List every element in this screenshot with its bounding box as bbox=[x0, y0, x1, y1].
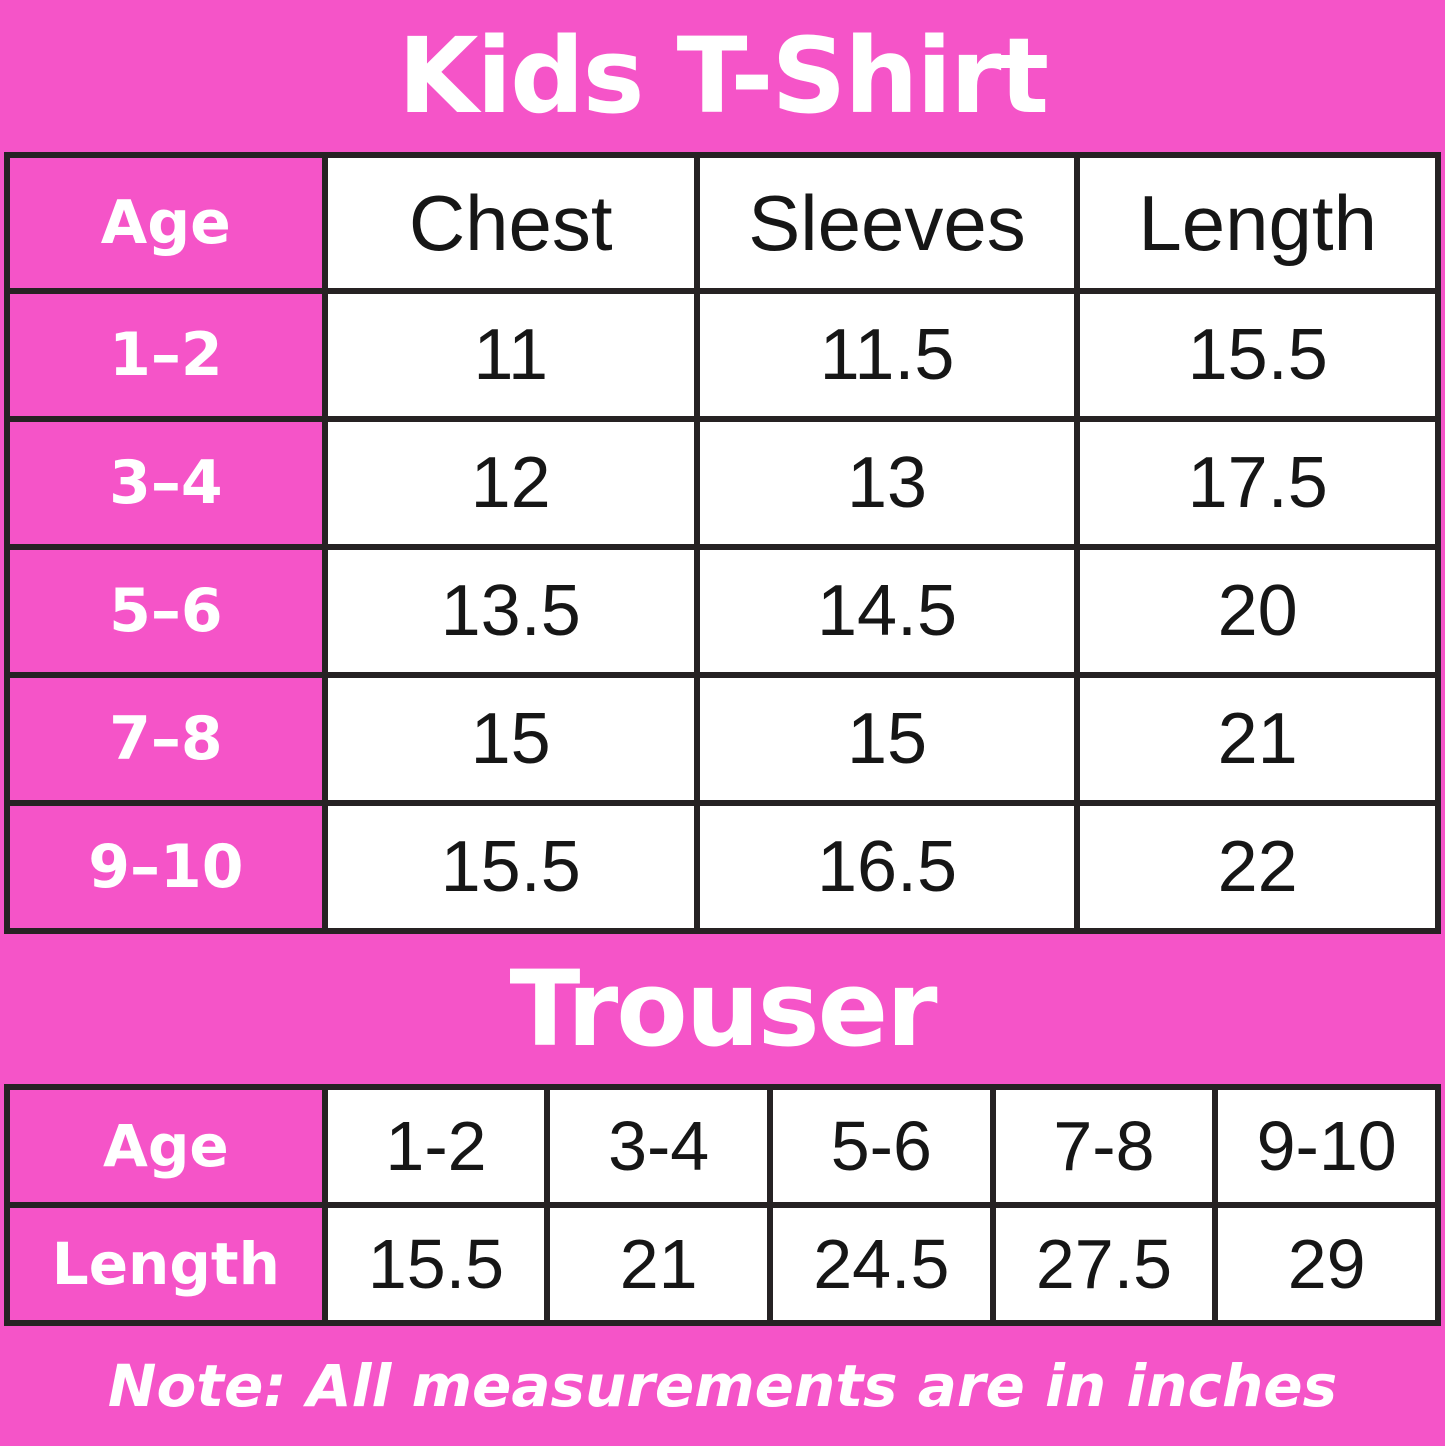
tshirt-header-length: Length bbox=[1074, 152, 1441, 294]
trouser-length-cell: 15.5 bbox=[321, 1202, 551, 1326]
tshirt-row-5-6: 5–6 13.5 14.5 20 bbox=[4, 544, 1441, 678]
sleeves-cell: 16.5 bbox=[693, 800, 1081, 934]
chest-cell: 13.5 bbox=[321, 544, 700, 678]
sleeves-cell: 13 bbox=[693, 416, 1081, 550]
trouser-length-cell: 21 bbox=[544, 1202, 773, 1326]
age-cell: 5–6 bbox=[4, 544, 328, 678]
trouser-age-row: Age 1-2 3-4 5-6 7-8 9-10 bbox=[4, 1084, 1441, 1208]
tshirt-row-9-10: 9–10 15.5 16.5 22 bbox=[4, 800, 1441, 934]
trouser-length-cell: 29 bbox=[1212, 1202, 1441, 1326]
sleeves-cell: 14.5 bbox=[693, 544, 1081, 678]
length-cell: 22 bbox=[1074, 800, 1441, 934]
kids-tshirt-size-table: Age Chest Sleeves Length 1–2 11 11.5 15.… bbox=[4, 152, 1441, 934]
tshirt-title: Kids T-Shirt bbox=[397, 15, 1049, 137]
trouser-age-cell: 3-4 bbox=[544, 1084, 773, 1208]
trouser-size-table: Age 1-2 3-4 5-6 7-8 9-10 Length 15.5 21 … bbox=[4, 1084, 1441, 1326]
tshirt-header-sleeves: Sleeves bbox=[693, 152, 1081, 294]
age-cell: 1–2 bbox=[4, 288, 328, 422]
trouser-age-header: Age bbox=[4, 1084, 328, 1208]
age-cell: 7–8 bbox=[4, 672, 328, 806]
tshirt-row-3-4: 3–4 12 13 17.5 bbox=[4, 416, 1441, 550]
tshirt-row-7-8: 7–8 15 15 21 bbox=[4, 672, 1441, 806]
trouser-length-header: Length bbox=[4, 1202, 328, 1326]
trouser-title: Trouser bbox=[509, 948, 937, 1070]
length-cell: 21 bbox=[1074, 672, 1441, 806]
note-band: Note: All measurements are in inches bbox=[0, 1326, 1445, 1446]
sleeves-cell: 11.5 bbox=[693, 288, 1081, 422]
tshirt-header-age: Age bbox=[4, 152, 328, 294]
trouser-length-row: Length 15.5 21 24.5 27.5 29 bbox=[4, 1202, 1441, 1326]
sleeves-cell: 15 bbox=[693, 672, 1081, 806]
trouser-age-cell: 7-8 bbox=[989, 1084, 1219, 1208]
length-cell: 15.5 bbox=[1074, 288, 1441, 422]
chest-cell: 11 bbox=[321, 288, 700, 422]
trouser-age-cell: 5-6 bbox=[766, 1084, 996, 1208]
chest-cell: 15.5 bbox=[321, 800, 700, 934]
length-cell: 17.5 bbox=[1074, 416, 1441, 550]
trouser-title-band: Trouser bbox=[0, 934, 1445, 1084]
tshirt-header-chest: Chest bbox=[321, 152, 700, 294]
length-cell: 20 bbox=[1074, 544, 1441, 678]
trouser-age-cell: 1-2 bbox=[321, 1084, 551, 1208]
age-cell: 3–4 bbox=[4, 416, 328, 550]
note-text: Note: All measurements are in inches bbox=[107, 1352, 1338, 1420]
trouser-age-cell: 9-10 bbox=[1212, 1084, 1441, 1208]
tshirt-row-1-2: 1–2 11 11.5 15.5 bbox=[4, 288, 1441, 422]
age-cell: 9–10 bbox=[4, 800, 328, 934]
tshirt-title-band: Kids T-Shirt bbox=[0, 0, 1445, 152]
tshirt-header-row: Age Chest Sleeves Length bbox=[4, 152, 1441, 294]
chest-cell: 12 bbox=[321, 416, 700, 550]
chest-cell: 15 bbox=[321, 672, 700, 806]
trouser-length-cell: 27.5 bbox=[989, 1202, 1219, 1326]
trouser-length-cell: 24.5 bbox=[766, 1202, 996, 1326]
